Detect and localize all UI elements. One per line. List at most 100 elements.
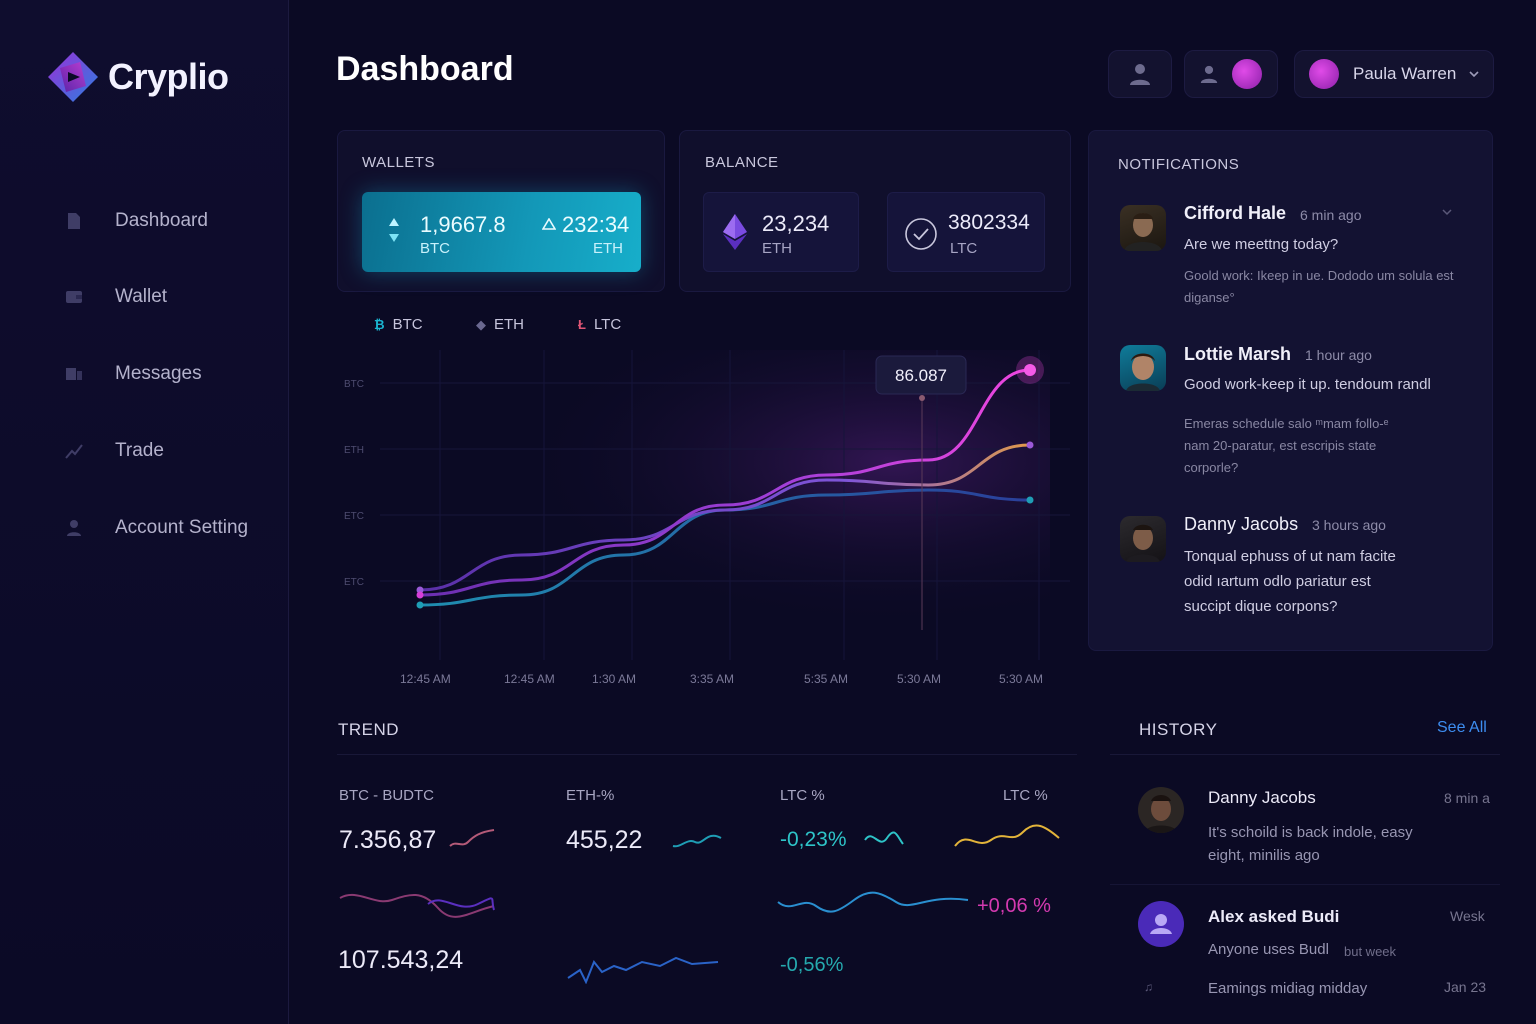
tooltip-box [875, 355, 967, 395]
avatar [1309, 59, 1339, 89]
eth-wallet-unit: ETH [593, 240, 623, 257]
notification-sender: Danny Jacobs [1184, 514, 1299, 534]
series-line-eth [418, 443, 1032, 592]
eth-wallet-value: 232:34 [562, 212, 630, 237]
sparkline-eth [672, 834, 722, 848]
notification-sender: Lottie Marsh [1184, 344, 1292, 364]
balance-title: BALANCE [705, 154, 779, 171]
history-message: Eamings midiag midday [1208, 980, 1368, 997]
legend-eth[interactable]: ◆ ETH [476, 316, 524, 333]
avatar [1138, 901, 1184, 947]
user-icon [1200, 65, 1218, 83]
trend-title: TREND [338, 720, 400, 739]
data-point [416, 586, 424, 594]
legend-btc[interactable]: ₿ BTC [374, 316, 423, 333]
trend-label-eth: ETH-% [566, 787, 615, 804]
avatar [1120, 205, 1166, 251]
ltc-icon: Ł [578, 317, 586, 332]
x-tick-label: 12:45 AM [504, 672, 555, 686]
cryplio-logo-icon [48, 52, 98, 102]
eth-icon: ◆ [476, 316, 486, 332]
sidebar-item-account-setting[interactable]: Account Setting [62, 508, 248, 548]
legend-ltc[interactable]: Ł LTC [578, 316, 621, 333]
brand-logo[interactable]: Cryplio [46, 50, 229, 104]
user-icon [1130, 64, 1150, 85]
wallet-tile[interactable]: 1,9667.8 BTC 232:34 ETH [362, 192, 641, 272]
data-point [416, 601, 424, 609]
brand-name: Cryplio [108, 56, 229, 97]
x-tick-label: 3:35 AM [690, 672, 734, 686]
history-time: 8 min a [1444, 790, 1490, 806]
trend-change-positive: +0,06 % [977, 895, 1051, 917]
history-message: Anyone uses Budl [1208, 941, 1329, 958]
history-title: HISTORY [1139, 720, 1218, 739]
sparkline-ltc-2 [954, 824, 1060, 847]
sparkline-eth-2 [567, 956, 719, 984]
series-line-btc [418, 368, 1032, 597]
notification-message: Are we meettng today? [1184, 236, 1339, 253]
y-tick-label: ETH [344, 445, 364, 456]
btc-wallet-unit: BTC [420, 240, 450, 257]
page-title: Dashboard [336, 50, 514, 88]
sidebar-item-label: Dashboard [115, 210, 208, 231]
notification-time: 3 hours ago [1312, 517, 1386, 533]
notification-message: Good work-keep it up. tendoum randl [1184, 376, 1431, 393]
ltc-balance-unit: LTC [950, 240, 978, 257]
history-message: It's schoild is back indole, easy eight,… [1208, 824, 1413, 864]
history-time: Wesk [1450, 908, 1485, 924]
ltc-balance-tile[interactable]: 3802334 LTC [887, 192, 1045, 272]
eth-balance-value: 23,234 [762, 211, 830, 236]
wallets-title: WALLETS [362, 154, 435, 171]
ethereum-icon [723, 214, 747, 250]
sidebar-item-label: Trade [115, 440, 164, 461]
trend-value-btc-total: 107.543,24 [338, 946, 464, 974]
notification-time: 6 min ago [1300, 207, 1362, 223]
sidebar-item-messages[interactable]: Messages [62, 354, 202, 394]
sidebar-item-label: Account Setting [115, 517, 249, 538]
user-name: Paula Warren [1353, 64, 1457, 83]
notification-sender: Cifford Hale [1184, 203, 1287, 223]
wallet-icon [62, 285, 86, 309]
trend-change-ltc: -0,23% [780, 828, 847, 851]
notification-preview: Goold work: Ikeep in ue. Dododo um solul… [1184, 268, 1454, 305]
data-point [416, 591, 424, 599]
divider [1110, 884, 1500, 885]
x-tick-label: 12:45 AM [400, 672, 451, 686]
avatar [1232, 59, 1262, 89]
crypto-arrows-icon [389, 218, 399, 242]
messages-icon [62, 362, 86, 386]
history-extra: but week [1344, 944, 1397, 959]
trend-value-eth: 455,22 [566, 826, 643, 854]
notifications-title: NOTIFICATIONS [1118, 156, 1240, 173]
data-point [1026, 496, 1034, 504]
sidebar-item-trade[interactable]: Trade [62, 431, 164, 471]
chevron-down-icon[interactable] [1441, 208, 1453, 216]
sparkline-btc [449, 829, 495, 847]
trend-label-ltc: LTC % [780, 787, 825, 804]
account-switcher-button[interactable] [1184, 50, 1278, 98]
y-tick-label: ETC [344, 511, 364, 522]
y-tick-label: BTC [344, 379, 364, 390]
profile-button[interactable] [1108, 50, 1172, 98]
sidebar-item-dashboard[interactable]: Dashboard [62, 201, 208, 241]
legend-label: BTC [392, 316, 423, 333]
document-icon [62, 209, 86, 233]
divider [337, 754, 1077, 755]
eth-balance-tile[interactable]: 23,234 ETH [703, 192, 859, 272]
chevron-down-icon [1469, 71, 1479, 78]
bell-icon: ♫ [1144, 980, 1153, 994]
user-menu[interactable]: Paula Warren [1294, 50, 1494, 98]
btc-icon: ₿ [374, 317, 385, 332]
tooltip-anchor [919, 395, 925, 401]
sparkline-ltc [864, 831, 904, 845]
sparkline-ltc-3 [777, 891, 969, 913]
legend-label: ETH [494, 316, 524, 333]
y-tick-label: ETC [344, 577, 364, 588]
avatar [1138, 787, 1184, 833]
avatar [1120, 516, 1166, 562]
trend-label-ltc-2: LTC % [1003, 787, 1048, 804]
sidebar-item-wallet[interactable]: Wallet [62, 277, 167, 317]
see-all-link[interactable]: See All [1437, 719, 1487, 736]
tooltip-value: 86.087 [895, 366, 947, 385]
price-line-chart[interactable]: BTC ETH ETC ETC 12:45 AM 12:45 AM 1:30 AM 3:35 … [330, 330, 1080, 700]
